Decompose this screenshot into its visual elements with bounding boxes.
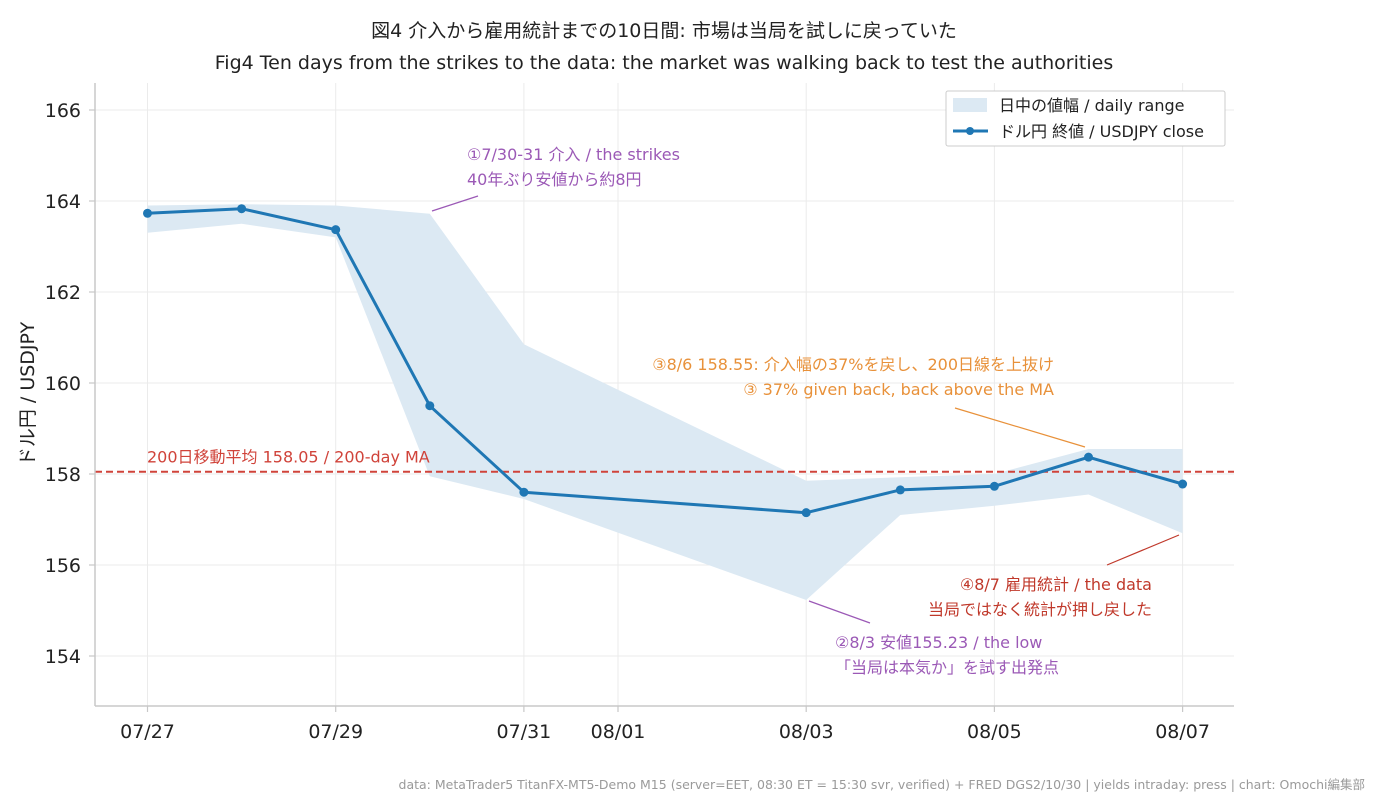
y-axis-label: ドル円 / USDJPY	[17, 321, 39, 466]
legend-marker-swatch	[966, 127, 974, 135]
close-point	[331, 225, 341, 235]
chart-title: 図4 介入から雇用統計までの10日間: 市場は当局を試しに戻っていた	[371, 20, 957, 42]
close-point	[519, 487, 529, 497]
annotation-strikes-leader	[431, 195, 479, 212]
legend: 日中の値幅 / daily range ドル円 終値 / USDJPY clos…	[945, 90, 1226, 147]
y-tick-label: 164	[45, 191, 81, 213]
grid	[95, 83, 1234, 706]
close-point	[895, 485, 905, 495]
y-tick-label: 154	[45, 646, 81, 668]
x-tick-label: 07/31	[497, 721, 552, 743]
annotation-low-leader	[808, 600, 871, 624]
annotation-strikes-line: ①7/30-31 介入 / the strikes	[467, 145, 680, 164]
annotation-giveback-line: ③8/6 158.55: 介入幅の37%を戻し、200日線を上抜け	[652, 355, 1054, 374]
annotation-strikes-line: 40年ぶり安値から約8円	[467, 170, 642, 189]
x-ticks: 07/27 07/29 07/31 08/01 08/03 08/05 08/07	[120, 706, 1210, 743]
x-tick-label: 08/05	[967, 721, 1022, 743]
legend-label-range: 日中の値幅 / daily range	[999, 96, 1185, 115]
y-tick-label: 158	[45, 464, 81, 486]
annotation-data-line: 当局ではなく統計が押し戻した	[928, 600, 1152, 619]
y-tick-label: 166	[45, 100, 81, 122]
close-point	[801, 508, 811, 518]
x-tick-label: 08/07	[1155, 721, 1210, 743]
y-tick-label: 160	[45, 373, 81, 395]
x-tick-label: 07/27	[120, 721, 175, 743]
y-tick-label: 162	[45, 282, 81, 304]
close-point	[989, 481, 999, 491]
x-tick-label: 08/03	[779, 721, 834, 743]
ma-200-label: 200日移動平均 158.05 / 200-day MA	[147, 448, 430, 467]
annotation-giveback-leader	[954, 407, 1086, 448]
annotation-data-leader	[1106, 534, 1180, 566]
close-point	[143, 208, 152, 218]
chart-subtitle: Fig4 Ten days from the strikes to the da…	[215, 52, 1113, 74]
y-ticks: 154 156 158 160 162 164 166	[45, 100, 95, 668]
source-footer: data: MetaTrader5 TitanFX-MT5-Demo M15 (…	[399, 777, 1365, 792]
legend-band-swatch	[953, 98, 987, 112]
x-tick-label: 07/29	[308, 721, 363, 743]
close-point	[237, 204, 247, 214]
legend-label-close: ドル円 終値 / USDJPY close	[999, 122, 1204, 141]
close-point	[425, 401, 435, 411]
close-point	[1084, 452, 1093, 462]
annotation-data-line: ④8/7 雇用統計 / the data	[960, 575, 1152, 594]
close-point	[1178, 479, 1188, 489]
annotation-giveback-line: ③ 37% given back, back above the MA	[743, 380, 1054, 399]
axes	[94, 83, 1234, 707]
annotation-low-line: 「当局は本気か」を試す出発点	[835, 658, 1059, 677]
x-tick-label: 08/01	[591, 721, 646, 743]
legend-box	[945, 90, 1226, 147]
close-series-line	[147, 207, 1184, 515]
daily-range-band	[147, 204, 1183, 600]
annotations: ①7/30-31 介入 / the strikes 40年ぶり安値から約8円 ②8/…	[431, 145, 1180, 677]
close-series-points	[143, 204, 1188, 518]
annotation-low-line: ②8/3 安値155.23 / the low	[835, 633, 1042, 652]
y-tick-label: 156	[45, 555, 81, 577]
